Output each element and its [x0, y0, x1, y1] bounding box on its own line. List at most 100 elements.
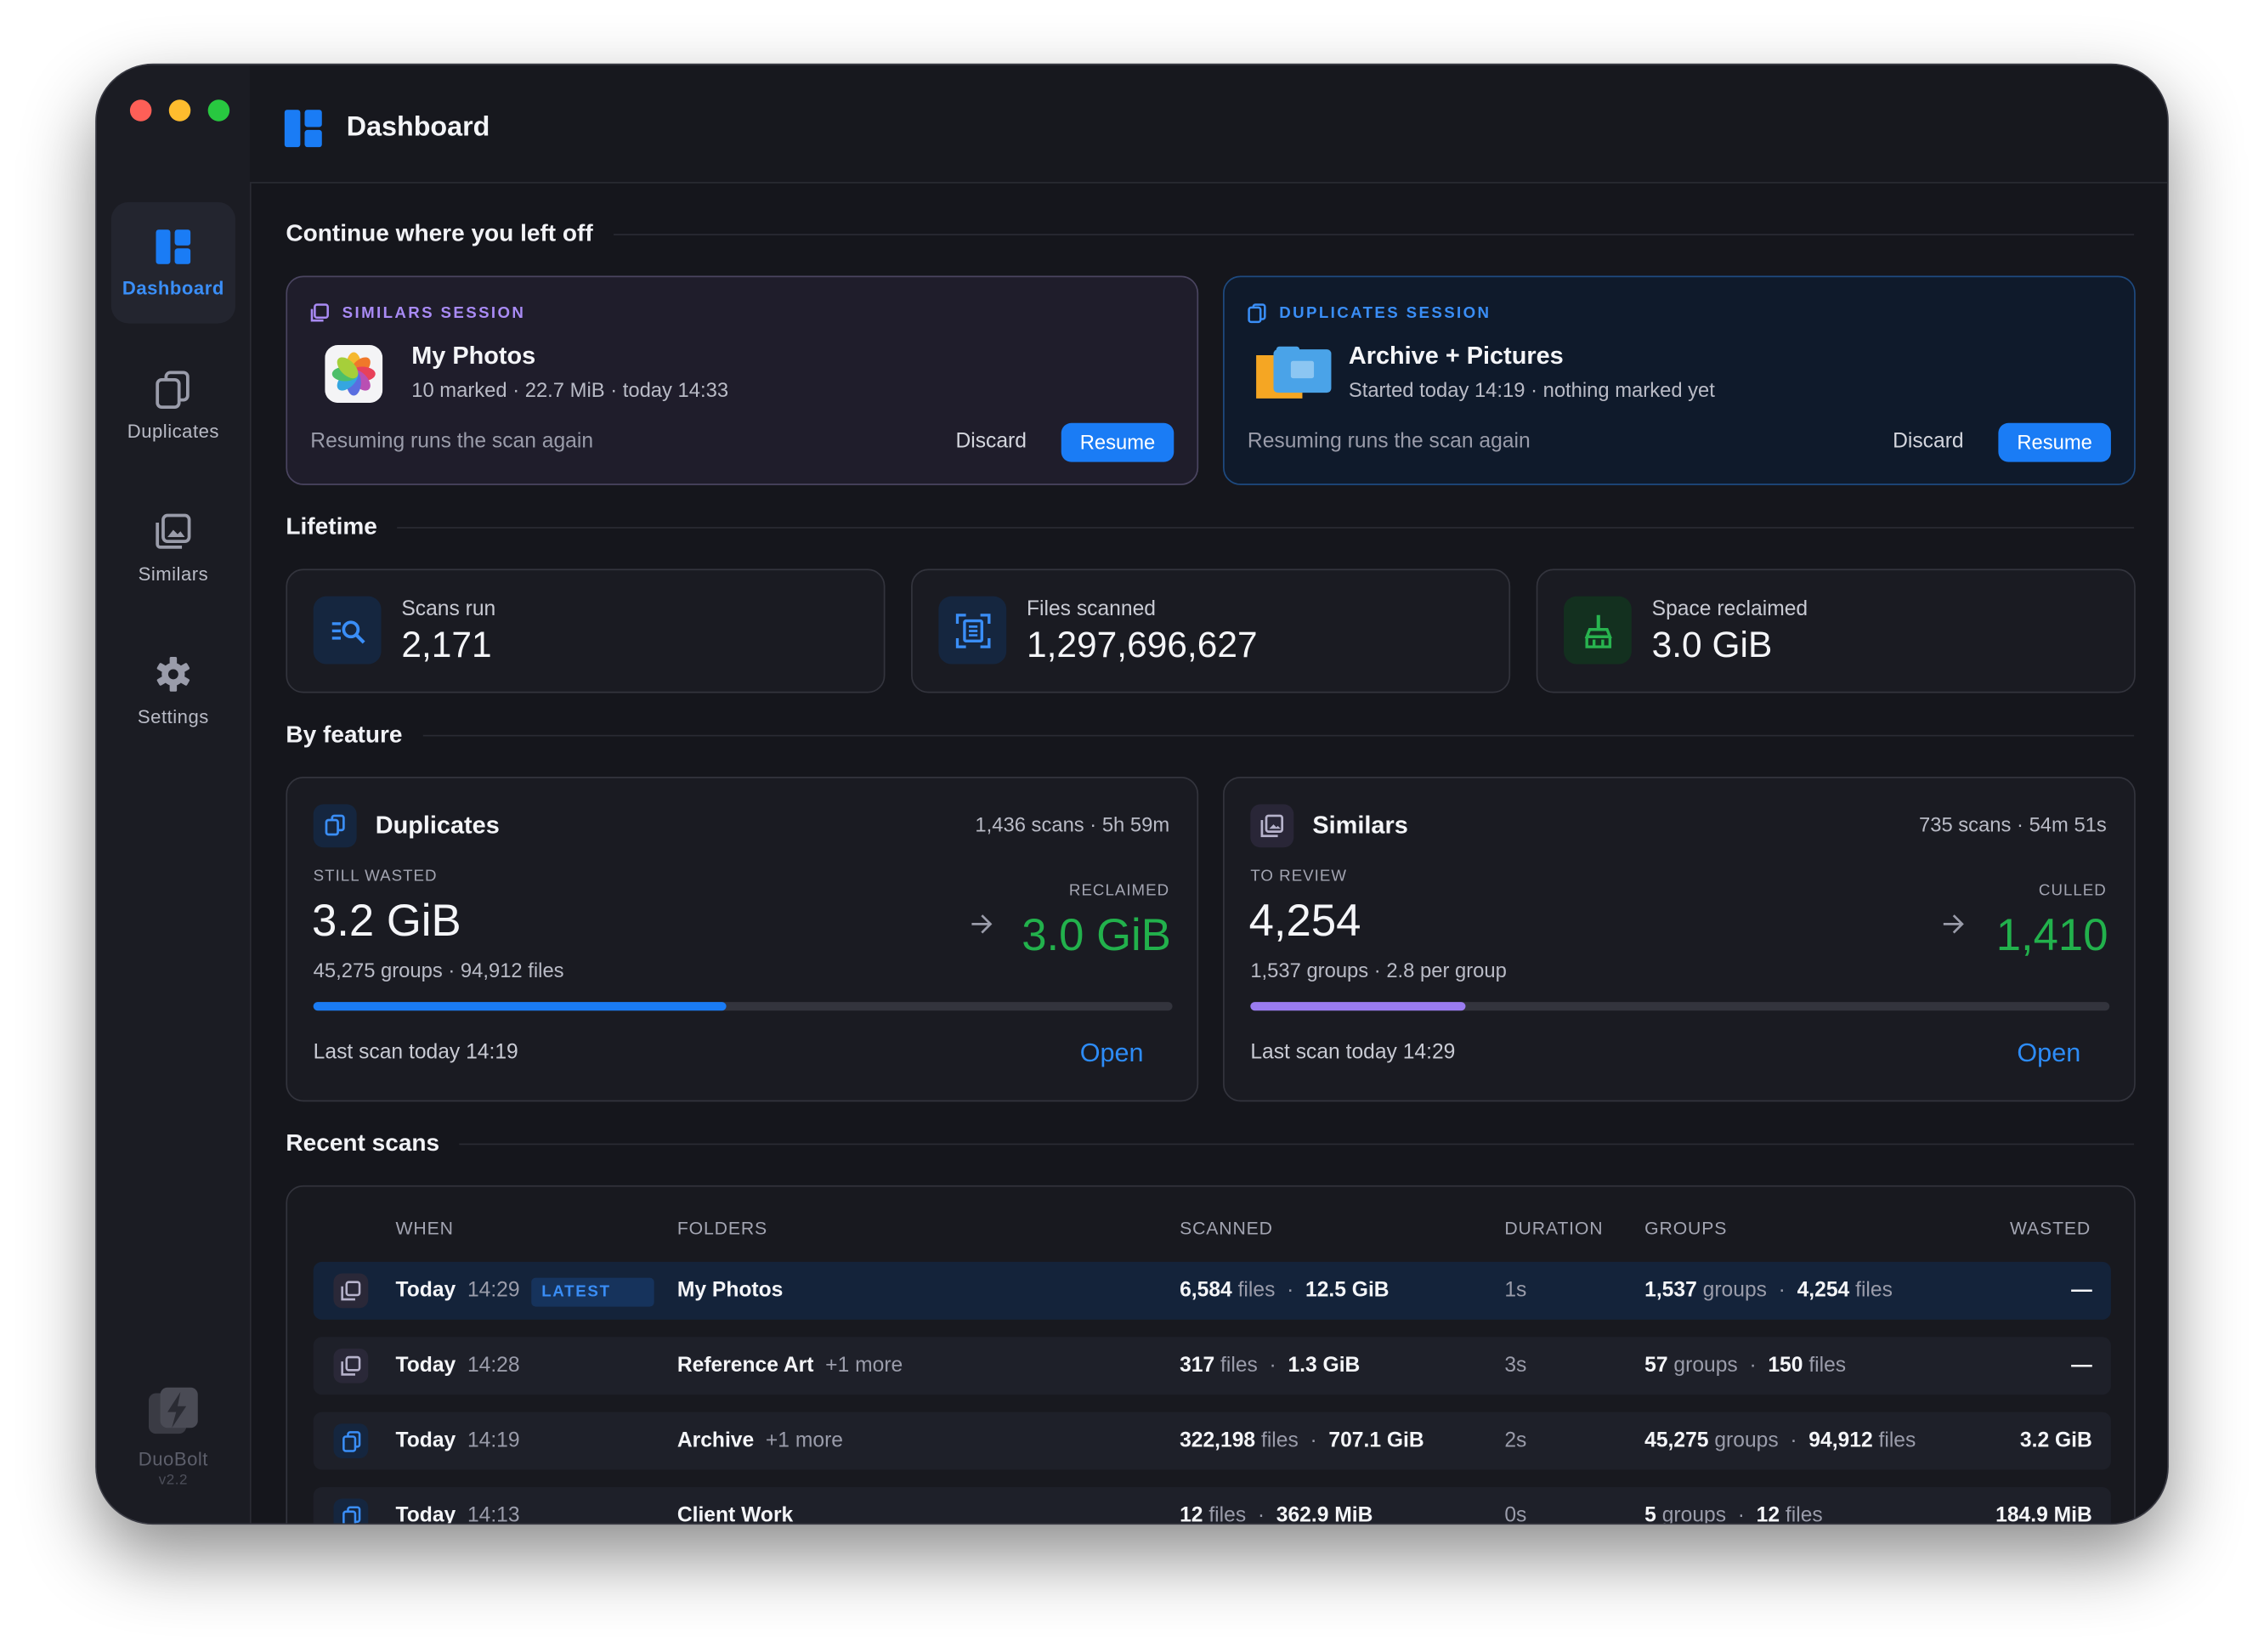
session-kind: DUPLICATES SESSION: [1279, 304, 1491, 322]
nav-label[interactable]: Duplicates: [127, 420, 219, 442]
cell-text: —: [2071, 1354, 2092, 1378]
nav-label[interactable]: Dashboard: [122, 277, 224, 299]
cell-text: 150: [1768, 1354, 1803, 1378]
cell-text: 14:19: [467, 1429, 520, 1453]
feature-icon: [1250, 804, 1294, 848]
open-button[interactable]: Open: [1079, 1038, 1144, 1067]
minimize-button[interactable]: [168, 99, 191, 122]
cell-text: LATEST: [531, 1277, 654, 1307]
scan-row[interactable]: Today 14:29 LATEST My Photos 6,584 files ·…: [313, 1261, 2111, 1320]
cell-text: 317: [1180, 1354, 1215, 1378]
feature-name: Duplicates: [375, 811, 500, 840]
close-button[interactable]: [129, 99, 152, 122]
cell-text: files: [1878, 1429, 1916, 1453]
cell-text: 707.1 GiB: [1328, 1429, 1424, 1453]
cell-text: files: [1260, 1429, 1299, 1453]
row-icon: [333, 1487, 369, 1524]
cell-text: 14:13: [467, 1504, 520, 1525]
window: Dashboard Duplicates Similars Settings D…: [95, 63, 2169, 1525]
divider: [422, 733, 2135, 736]
separator: ·: [1737, 1354, 1769, 1378]
session-card: SIMILARS SESSION My Photos 10 marked · 2…: [286, 275, 1199, 485]
cell-text: files: [1208, 1504, 1247, 1525]
groups: 1,537 groups · 4,254 files: [1644, 1262, 1893, 1320]
discard-button[interactable]: Discard: [1893, 430, 1964, 454]
resume-button[interactable]: Resume: [1061, 422, 1174, 462]
cell-text: My Photos: [676, 1279, 784, 1303]
scanned: 12 files · 362.9 MiB: [1180, 1487, 1373, 1525]
discard-button[interactable]: Discard: [955, 430, 1027, 454]
cell-text: groups: [1673, 1354, 1738, 1378]
cell-text: Today: [395, 1354, 456, 1378]
primary-sub: 45,275 groups · 94,912 files: [313, 959, 564, 982]
last-scan: Last scan today 14:29: [1250, 1040, 1456, 1065]
folder: Client Work: [676, 1487, 794, 1525]
cell-text: +1 more: [765, 1429, 843, 1453]
session-note: Resuming runs the scan again: [1247, 430, 1531, 454]
cell-text: 184.9 MiB: [1995, 1504, 2092, 1525]
groups: 57 groups · 150 files: [1644, 1337, 1846, 1395]
resume-button[interactable]: Resume: [1998, 422, 2111, 462]
cell-text: 362.9 MiB: [1276, 1504, 1373, 1525]
wasted: 184.9 MiB: [1995, 1487, 2092, 1525]
separator: ·: [1246, 1504, 1276, 1525]
separator: ·: [1298, 1429, 1329, 1453]
stat-value: 1,297,696,627: [1026, 625, 1258, 666]
nav-label[interactable]: Similars: [138, 563, 209, 586]
folder-icon: [1256, 346, 1332, 399]
divider: [613, 233, 2135, 235]
section-heading: Continue where you left off: [286, 218, 2135, 250]
section-title: Continue where you left off: [286, 220, 593, 246]
column-header: FOLDERS: [676, 1218, 768, 1239]
cell-text: groups: [1702, 1279, 1767, 1303]
cell-text: 3.2 GiB: [2019, 1429, 2092, 1453]
scan-row[interactable]: Today 14:19 Archive +1 more 322,198 files …: [313, 1412, 2111, 1470]
cell-text: Archive: [676, 1429, 755, 1453]
section-title: By feature: [286, 721, 403, 748]
scanned: 6,584 files · 12.5 GiB: [1180, 1262, 1390, 1320]
wasted: —: [2071, 1337, 2092, 1395]
duration: 3s: [1504, 1337, 1526, 1395]
cell-text: 5: [1644, 1504, 1656, 1525]
progress-fill: [313, 1002, 726, 1011]
cell-text: 14:28: [467, 1354, 520, 1378]
session-note: Resuming runs the scan again: [310, 430, 594, 454]
nav-icon: [156, 513, 191, 549]
arrow: [1943, 914, 1964, 934]
cell-text: Client Work: [676, 1504, 794, 1525]
progress-track: [313, 1002, 1173, 1011]
secondary-label: RECLAIMED: [1068, 882, 1170, 900]
cell-text: files: [1808, 1354, 1847, 1378]
divider: [459, 1142, 2135, 1145]
nav-label[interactable]: Settings: [137, 705, 209, 728]
cell-text: 12: [1180, 1504, 1203, 1525]
cell-text: 94,912: [1808, 1429, 1873, 1453]
version: v2.2: [158, 1472, 188, 1489]
session-kind: SIMILARS SESSION: [342, 304, 526, 322]
kind-icon: [310, 303, 329, 322]
open-button[interactable]: Open: [2017, 1038, 2081, 1067]
when: Today 14:13: [396, 1487, 520, 1525]
recent-table: WHEN FOLDERS SCANNED DURATION GROUPS WAS…: [286, 1185, 2136, 1525]
progress-fill: [1250, 1002, 1466, 1011]
scan-row[interactable]: Today 14:28 Reference Art +1 more 317 file…: [313, 1337, 2111, 1395]
section-heading: Lifetime: [286, 511, 2135, 542]
separator: ·: [1275, 1279, 1306, 1303]
cell-text: 45,275: [1644, 1429, 1709, 1453]
groups: 45,275 groups · 94,912 files: [1644, 1412, 1916, 1470]
column-header: GROUPS: [1644, 1218, 1728, 1239]
stat-icon: [313, 596, 382, 665]
cell-text: Today: [395, 1429, 456, 1453]
scanned: 322,198 files · 707.1 GiB: [1180, 1412, 1424, 1470]
cell-text: 2s: [1504, 1429, 1527, 1453]
scan-row[interactable]: Today 14:13 Client Work 12 files · 362.9 M…: [313, 1486, 2111, 1525]
stat-card: Files scanned 1,297,696,627: [911, 569, 1511, 693]
zoom-button[interactable]: [207, 99, 230, 122]
column-header: SCANNED: [1180, 1218, 1273, 1239]
wasted: 3.2 GiB: [2020, 1412, 2092, 1470]
session-name: My Photos: [411, 342, 536, 370]
column-header: DURATION: [1504, 1218, 1604, 1239]
stat-label: Space reclaimed: [1651, 597, 1808, 621]
section-title: Lifetime: [286, 512, 377, 540]
nav-icon: [156, 229, 191, 264]
